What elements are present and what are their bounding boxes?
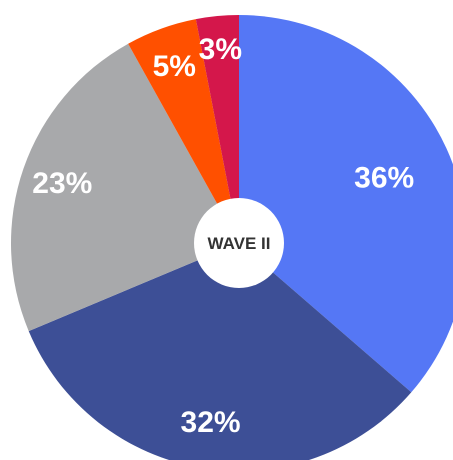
slice-label: 3% <box>199 33 242 66</box>
pie-labels: 36% 32% 23% 5%3% <box>32 33 414 439</box>
pie-slice <box>10 43 240 332</box>
slice-label: 5% <box>153 50 196 83</box>
pie-slices <box>10 15 453 460</box>
pie-slice <box>239 15 453 393</box>
slice-label: 23% <box>32 167 92 200</box>
pie-slice <box>128 19 239 244</box>
center-label: WAVE II <box>208 234 271 253</box>
center-circle <box>194 198 284 288</box>
pie-slice <box>195 15 239 243</box>
slice-label: 36% <box>354 162 414 195</box>
slice-label: 32% <box>181 406 241 439</box>
pie-slice <box>28 243 412 460</box>
